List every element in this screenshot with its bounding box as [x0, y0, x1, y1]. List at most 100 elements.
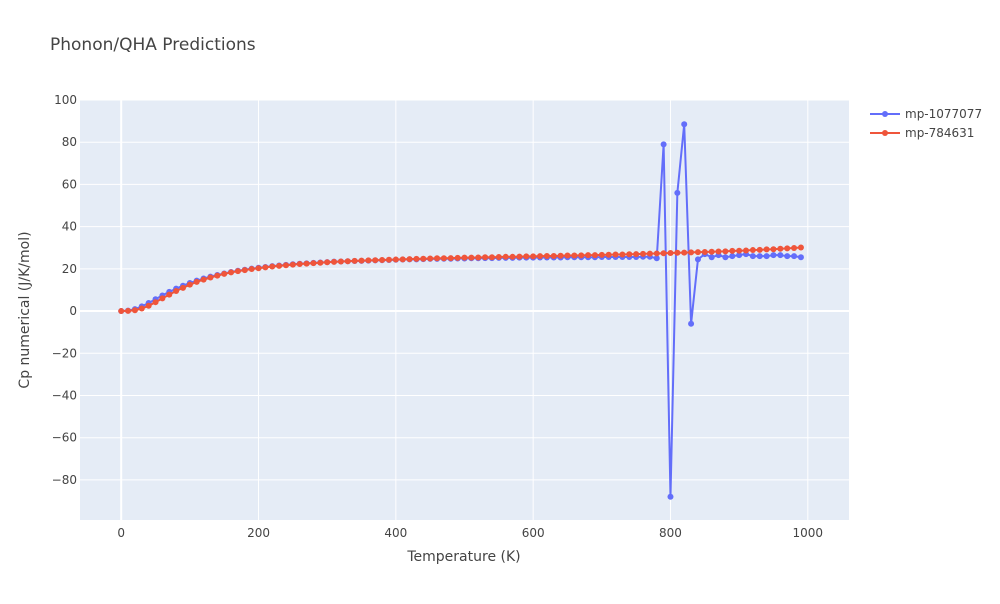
data-point: [475, 254, 482, 261]
data-point: [392, 256, 399, 263]
data-point: [509, 253, 516, 260]
data-point: [653, 250, 660, 257]
data-point: [523, 253, 530, 260]
data-point: [241, 267, 248, 274]
data-point: [516, 253, 523, 260]
data-point: [598, 251, 605, 258]
series-line: [121, 246, 802, 313]
legend-label: mp-1077077: [905, 107, 982, 121]
data-point: [770, 246, 777, 253]
data-point: [708, 248, 715, 255]
data-point: [777, 245, 784, 252]
legend-swatch-marker: [882, 130, 888, 136]
legend[interactable]: mp-1077077 mp-784631: [870, 107, 982, 140]
data-point: [667, 493, 674, 500]
data-point: [674, 249, 681, 256]
legend-label: mp-784631: [905, 126, 974, 140]
legend-swatch-marker: [882, 111, 888, 117]
data-point: [434, 255, 441, 262]
data-point: [289, 261, 296, 268]
data-point: [660, 250, 667, 257]
data-point: [633, 251, 640, 258]
data-point: [571, 252, 578, 259]
data-point: [591, 252, 598, 259]
y-gridlines: [80, 99, 849, 481]
data-point: [125, 307, 132, 314]
data-point: [282, 262, 289, 269]
data-point: [248, 266, 255, 273]
data-point: [743, 247, 750, 254]
legend-item[interactable]: mp-784631: [870, 126, 974, 140]
y-tick-label: −20: [52, 346, 77, 360]
data-point: [708, 254, 715, 261]
data-point: [365, 257, 372, 264]
y-tick-label: −80: [52, 473, 77, 487]
data-point: [688, 320, 695, 327]
data-point: [557, 252, 564, 259]
data-point: [502, 253, 509, 260]
data-point: [653, 255, 660, 262]
data-point: [756, 246, 763, 253]
data-point: [138, 305, 145, 312]
legend-item[interactable]: mp-1077077: [870, 107, 982, 121]
data-point: [454, 254, 461, 261]
data-point: [131, 307, 138, 314]
data-point: [640, 250, 647, 257]
data-point: [530, 253, 537, 260]
data-point: [179, 284, 186, 291]
data-point: [173, 288, 180, 295]
x-tick-label: 200: [247, 526, 270, 540]
data-point: [681, 121, 688, 128]
data-point: [482, 254, 489, 261]
data-point: [729, 247, 736, 254]
data-point: [495, 254, 502, 261]
y-tick-label: −40: [52, 388, 77, 402]
data-point: [784, 253, 791, 260]
data-point: [797, 244, 804, 251]
data-point: [715, 248, 722, 255]
data-point: [303, 260, 310, 267]
data-point: [729, 253, 736, 260]
data-point: [797, 254, 804, 261]
x-tick-labels: 0 200 400 600 800 1000: [117, 526, 823, 540]
data-point: [145, 302, 152, 309]
x-tick-label: 800: [659, 526, 682, 540]
data-point: [207, 274, 214, 281]
data-point: [756, 253, 763, 260]
data-point: [784, 245, 791, 252]
data-point: [736, 247, 743, 254]
data-point: [791, 253, 798, 260]
data-point: [564, 252, 571, 259]
data-point: [331, 258, 338, 265]
data-point: [399, 256, 406, 263]
data-point: [447, 255, 454, 262]
data-point: [166, 291, 173, 298]
data-point: [193, 278, 200, 285]
data-point: [461, 254, 468, 261]
data-point: [310, 260, 317, 267]
data-point: [543, 252, 550, 259]
y-tick-label: 80: [62, 135, 77, 149]
data-point: [688, 249, 695, 256]
y-tick-labels: −80 −60 −40 −20 0 20 40 60 80 100: [52, 93, 77, 487]
x-tick-label: 1000: [793, 526, 824, 540]
plot-background: [80, 100, 849, 520]
data-point: [317, 259, 324, 266]
y-tick-label: 60: [62, 177, 77, 191]
series-mp-784631: [118, 244, 804, 315]
data-point: [681, 249, 688, 256]
data-point: [420, 255, 427, 262]
y-axis-title: Cp numerical (J/K/mol): [17, 231, 33, 388]
data-point: [537, 253, 544, 260]
data-point: [550, 252, 557, 259]
data-point: [296, 260, 303, 267]
data-point: [749, 247, 756, 254]
data-point: [262, 264, 269, 271]
y-tick-label: 40: [62, 220, 77, 234]
data-point: [118, 308, 125, 315]
data-point: [701, 248, 708, 255]
series-layer: [118, 121, 804, 500]
data-point: [406, 256, 413, 263]
